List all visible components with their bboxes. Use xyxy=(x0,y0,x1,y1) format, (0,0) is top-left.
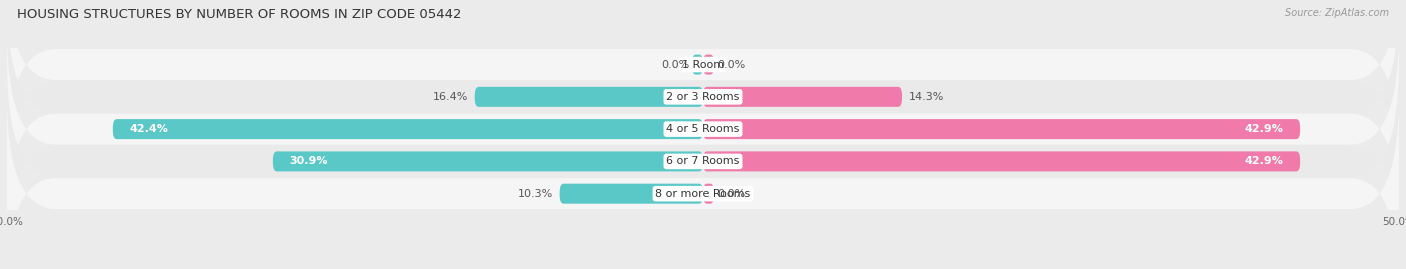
Text: 0.0%: 0.0% xyxy=(661,59,689,70)
Text: 4 or 5 Rooms: 4 or 5 Rooms xyxy=(666,124,740,134)
FancyBboxPatch shape xyxy=(703,87,903,107)
Text: 42.4%: 42.4% xyxy=(129,124,169,134)
FancyBboxPatch shape xyxy=(692,55,703,75)
Text: HOUSING STRUCTURES BY NUMBER OF ROOMS IN ZIP CODE 05442: HOUSING STRUCTURES BY NUMBER OF ROOMS IN… xyxy=(17,8,461,21)
FancyBboxPatch shape xyxy=(7,64,1399,259)
FancyBboxPatch shape xyxy=(703,119,1301,139)
FancyBboxPatch shape xyxy=(703,55,714,75)
FancyBboxPatch shape xyxy=(7,0,1399,162)
FancyBboxPatch shape xyxy=(112,119,703,139)
Text: 16.4%: 16.4% xyxy=(433,92,468,102)
FancyBboxPatch shape xyxy=(703,151,1301,171)
FancyBboxPatch shape xyxy=(7,0,1399,194)
Text: 0.0%: 0.0% xyxy=(717,59,745,70)
FancyBboxPatch shape xyxy=(273,151,703,171)
Text: 14.3%: 14.3% xyxy=(910,92,945,102)
FancyBboxPatch shape xyxy=(7,32,1399,226)
Text: 42.9%: 42.9% xyxy=(1244,156,1284,167)
Text: 2 or 3 Rooms: 2 or 3 Rooms xyxy=(666,92,740,102)
FancyBboxPatch shape xyxy=(475,87,703,107)
Text: Source: ZipAtlas.com: Source: ZipAtlas.com xyxy=(1285,8,1389,18)
FancyBboxPatch shape xyxy=(7,96,1399,269)
Text: 0.0%: 0.0% xyxy=(717,189,745,199)
FancyBboxPatch shape xyxy=(703,184,714,204)
Text: 6 or 7 Rooms: 6 or 7 Rooms xyxy=(666,156,740,167)
Text: 30.9%: 30.9% xyxy=(290,156,328,167)
Text: 10.3%: 10.3% xyxy=(517,189,553,199)
FancyBboxPatch shape xyxy=(560,184,703,204)
Text: 42.9%: 42.9% xyxy=(1244,124,1284,134)
Text: 8 or more Rooms: 8 or more Rooms xyxy=(655,189,751,199)
Text: 1 Room: 1 Room xyxy=(682,59,724,70)
